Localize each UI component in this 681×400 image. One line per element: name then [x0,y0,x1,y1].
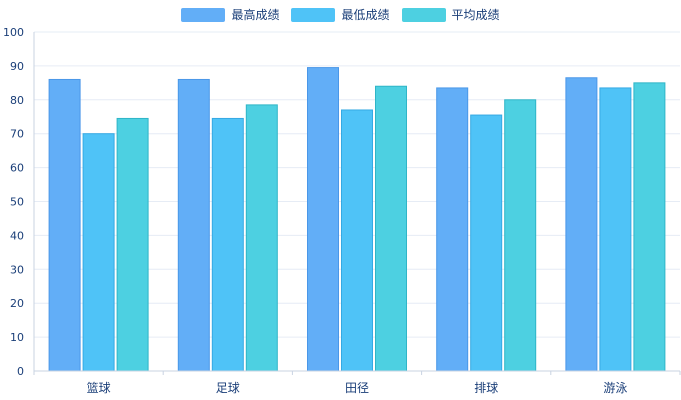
bar-2-2 [375,85,407,372]
y-tick-label: 60 [10,162,24,175]
legend-item-min[interactable]: 最低成绩 [291,6,390,23]
bar-0-1 [82,133,115,372]
y-tick-label: 40 [10,229,24,242]
y-tick-label: 10 [10,331,24,344]
bar-layer [48,67,666,372]
bar-1-2 [245,104,278,372]
y-tick-label: 100 [3,26,24,39]
legend-label-avg: 平均成绩 [451,8,500,22]
axis-layer: 0 10 20 30 40 50 60 70 80 90 100 篮球 足球 田径 排球 游泳 [3,26,681,395]
bar-1-0 [177,78,210,372]
bar-2-1 [341,109,373,372]
legend-item-avg[interactable]: 平均成绩 [401,6,500,23]
x-tick-label: 篮球 [87,380,111,395]
bar-4-2 [633,82,666,372]
bar-1-1 [211,117,244,372]
x-tick-label: 足球 [216,381,240,395]
y-tick-label: 50 [10,196,24,209]
y-tick-label: 20 [10,297,24,310]
y-tick-label: 70 [10,128,24,141]
bar-0-2 [116,117,149,372]
y-tick-label: 0 [17,365,24,378]
legend: 最高成绩 最低成绩 平均成绩 [0,6,681,23]
bar-3-1 [470,114,503,372]
x-tick-label: 游泳 [603,381,627,395]
bar-0-0 [48,78,81,372]
bar-3-2 [504,99,537,372]
legend-swatch-avg [401,7,446,22]
legend-label-min: 最低成绩 [341,8,390,22]
x-tick-label: 田径 [345,381,369,395]
bar-2-0 [307,67,339,372]
bar-4-1 [599,87,632,372]
y-tick-label: 90 [10,60,24,73]
bar-3-0 [436,87,469,372]
legend-item-max[interactable]: 最高成绩 [181,6,279,23]
legend-label-max: 最高成绩 [231,8,280,22]
bar-4-0 [565,77,598,372]
x-tick-label: 排球 [474,381,498,395]
legend-swatch-max [181,7,226,22]
legend-swatch-min [291,7,336,22]
y-tick-label: 80 [10,94,24,107]
y-tick-label: 30 [10,263,24,276]
